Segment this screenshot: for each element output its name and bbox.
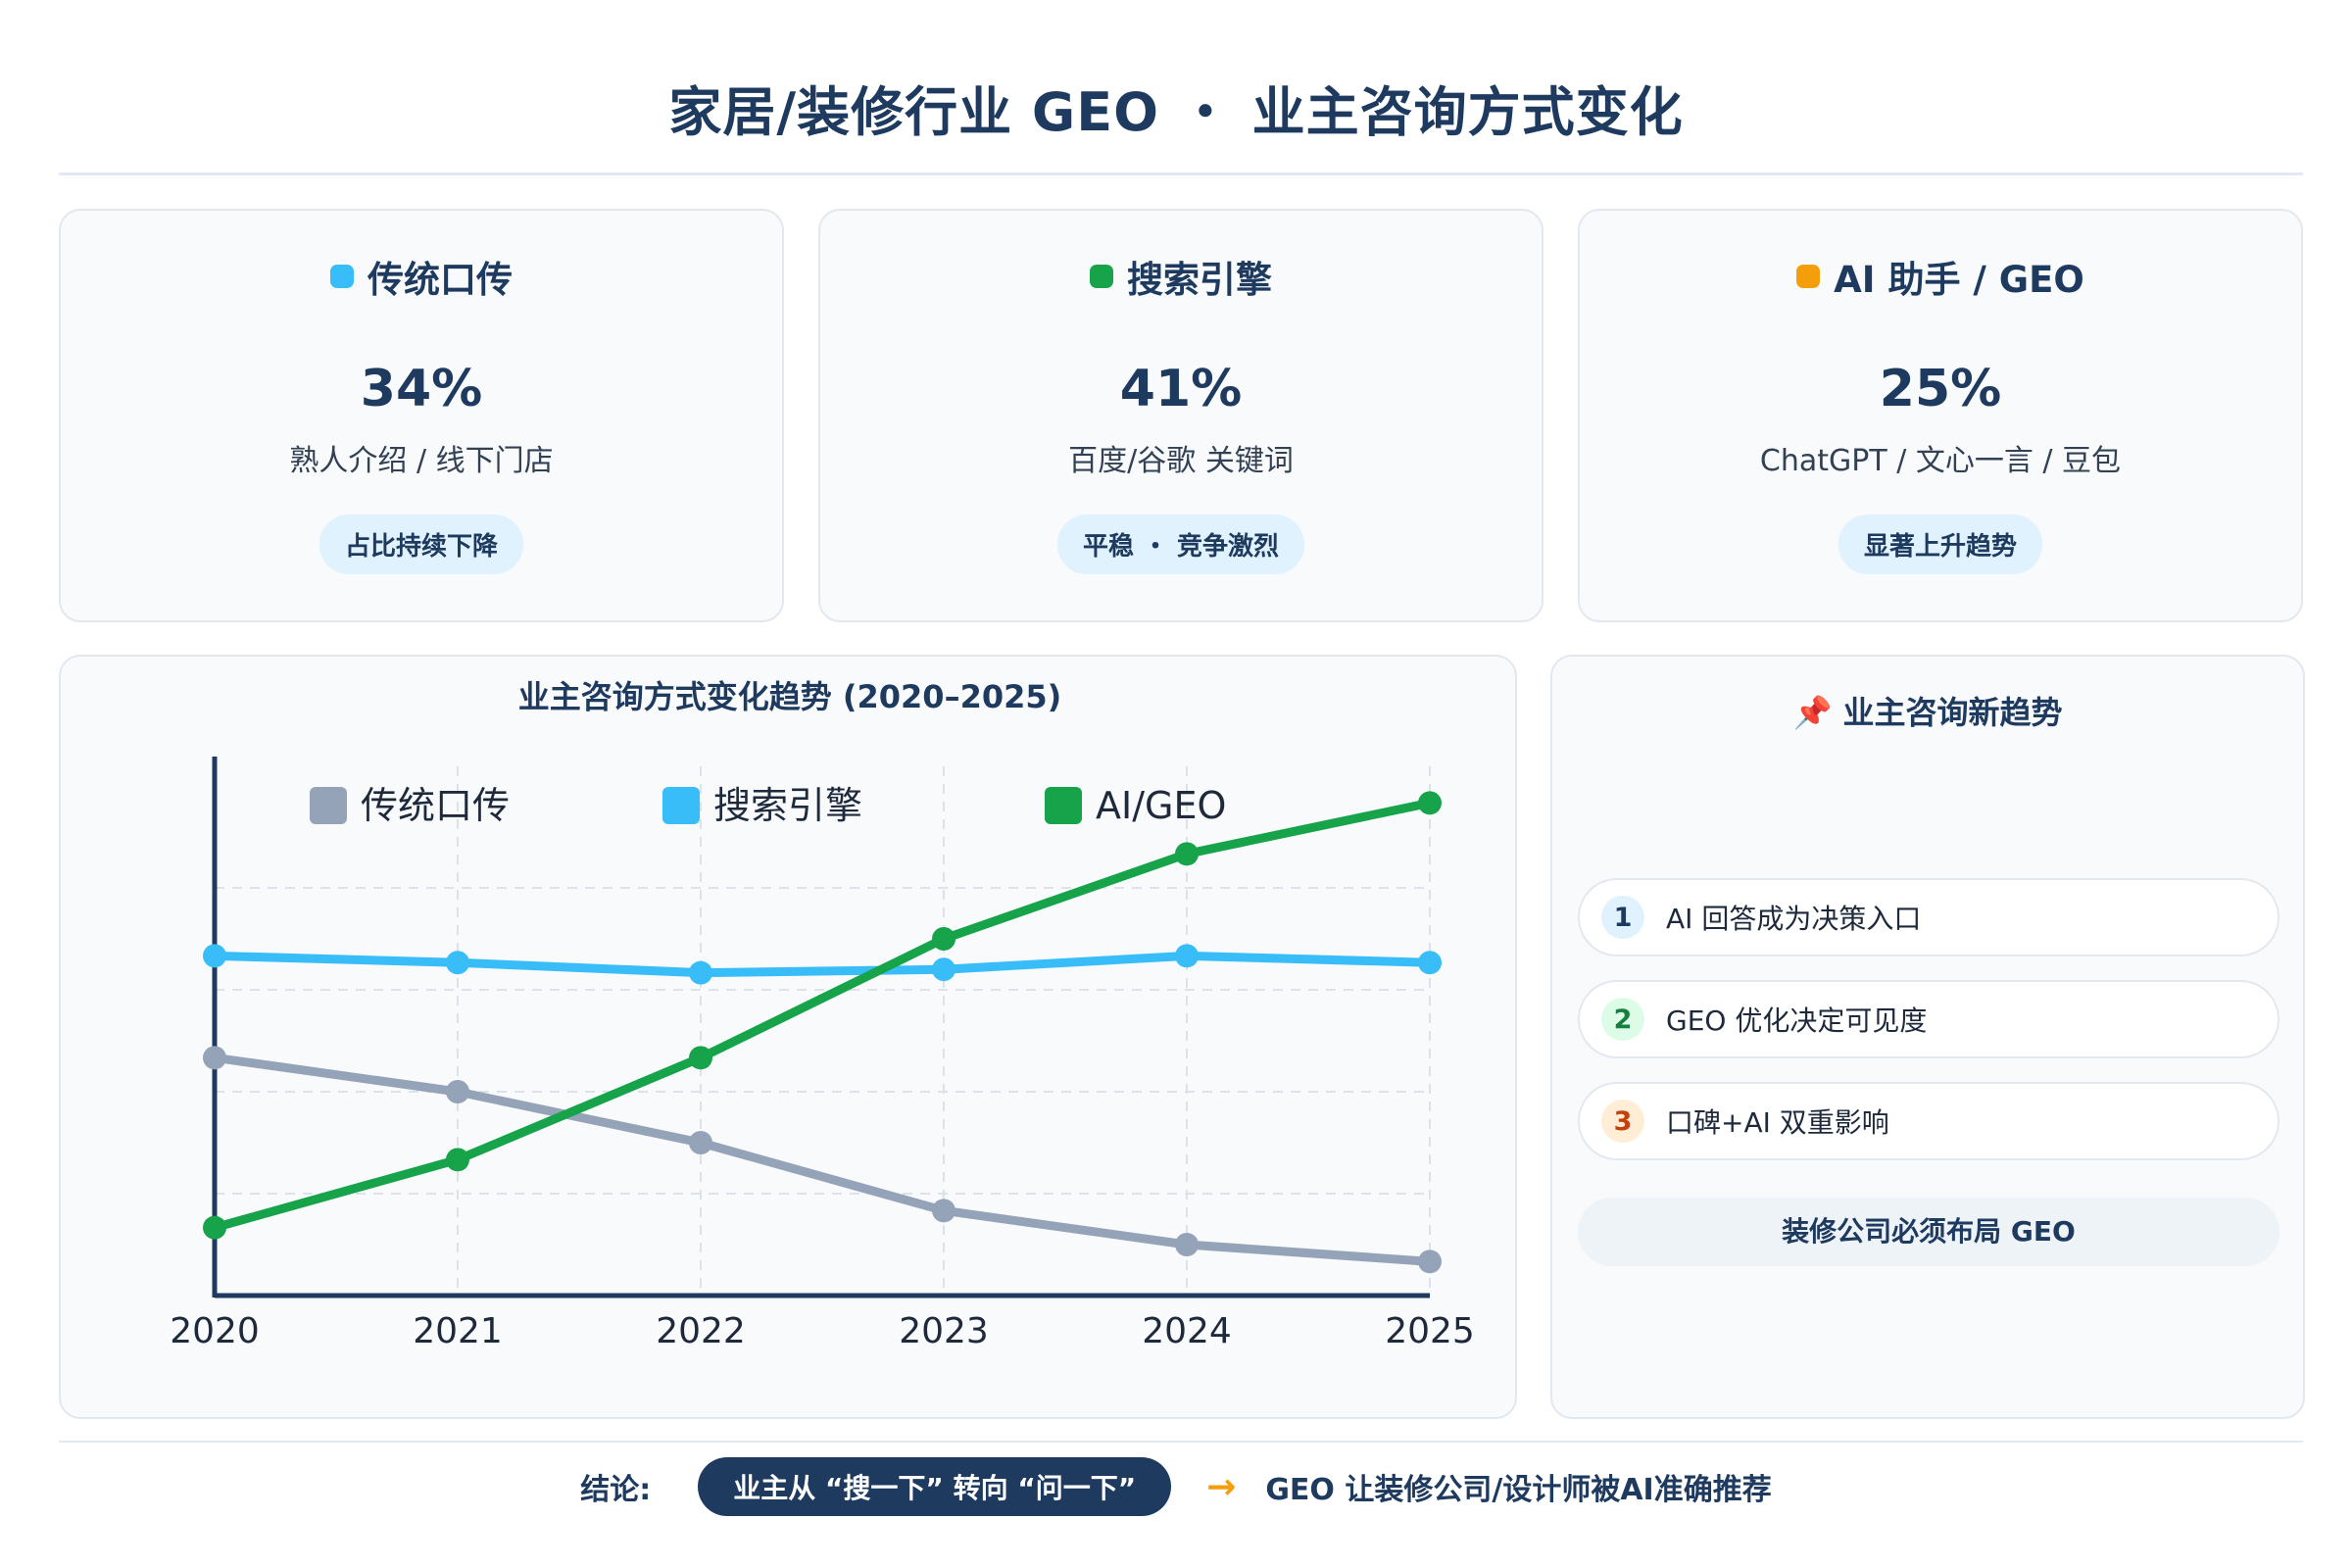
- footer-divider: [59, 1441, 2303, 1443]
- stat-card-badge: 显著上升趋势: [1838, 514, 2042, 574]
- chart-grid: [215, 766, 1431, 1296]
- data-point: [689, 960, 712, 985]
- orange-square-icon: [1796, 265, 1821, 288]
- conclusion-bar: 结论: 业主从 “搜一下” 转向 “问一下” → GEO 让装修公司/设计师被A…: [0, 1457, 2352, 1516]
- conclusion-highlight: 业主从 “搜一下” 转向 “问一下”: [698, 1457, 1172, 1516]
- data-point: [203, 1215, 226, 1240]
- data-point: [446, 1148, 469, 1172]
- legend-swatch: [310, 787, 347, 824]
- x-tick-label: 2020: [170, 1311, 260, 1351]
- list-item: 3 口碑+AI 双重影响: [1578, 1082, 2279, 1160]
- call-to-action-banner: 装修公司必须布局 GEO: [1578, 1198, 2279, 1266]
- data-point: [1418, 1250, 1442, 1274]
- x-tick-label: 2022: [656, 1311, 746, 1351]
- stat-card-label: AI 助手 / GEO: [1834, 259, 2084, 301]
- legend-swatch: [1045, 787, 1082, 824]
- title-divider: [59, 172, 2303, 175]
- trend-list-card: 📌 业主咨询新趋势 1 AI 回答成为决策入口 2 GEO 优化决定可见度 3 …: [1550, 655, 2305, 1419]
- series-line: [210, 1053, 1435, 1266]
- trend-number-badge: 3: [1601, 1100, 1644, 1143]
- data-point: [932, 957, 956, 982]
- chart-axes: 2020 2021 2022 2023 2024 2025: [170, 757, 1475, 1351]
- x-tick-label: 2025: [1385, 1311, 1475, 1351]
- stat-card-header: AI 助手 / GEO: [1580, 250, 2301, 303]
- blue-square-icon: [330, 265, 354, 288]
- trend-list-title: 📌 业主咨询新趋势: [1792, 694, 2063, 731]
- legend-label: AI/GEO: [1096, 784, 1226, 827]
- stat-card-header: 搜索引擎: [820, 250, 1542, 303]
- stat-card-label: 搜索引擎: [1127, 259, 1272, 301]
- data-point: [1418, 791, 1442, 815]
- stat-card-description: ChatGPT / 文心一言 / 豆包: [1759, 444, 2122, 478]
- stat-card-badge: 占比持续下降: [318, 514, 523, 574]
- trend-text: 口碑+AI 双重影响: [1666, 1106, 1889, 1139]
- x-tick-label: 2023: [899, 1311, 989, 1351]
- page-title: 家居/装修行业 GEO ・ 业主咨询方式变化: [668, 81, 1684, 143]
- conclusion-text: GEO 让装修公司/设计师被AI准确推荐: [1265, 1473, 1772, 1507]
- line-chart: 业主咨询方式变化趋势 (2020–2025) 2020 2021 2022 2023 2…: [170, 678, 1475, 1351]
- data-point: [203, 1046, 226, 1070]
- stat-card-description: 百度/谷歌 关键词: [1068, 444, 1294, 478]
- legend-label: 搜索引擎: [713, 784, 862, 827]
- x-tick-label: 2024: [1142, 1311, 1232, 1351]
- data-point: [1175, 842, 1199, 866]
- arrow-right-icon: →: [1206, 1466, 1237, 1507]
- green-square-icon: [1090, 265, 1113, 288]
- data-point: [1175, 1233, 1199, 1256]
- data-point: [203, 944, 226, 968]
- trend-text: AI 回答成为决策入口: [1666, 903, 1922, 935]
- x-tick-label: 2021: [413, 1311, 503, 1351]
- stat-card-label: 传统口传: [368, 259, 513, 301]
- chart-legend: 传统口传 搜索引擎 AI/GEO: [310, 784, 1226, 827]
- stat-card-badge: 平稳 ・ 竞争激烈: [1056, 514, 1305, 574]
- trend-number-badge: 2: [1601, 998, 1644, 1041]
- stat-card-description: 熟人介绍 / 线下门店: [289, 444, 554, 478]
- data-point: [1175, 944, 1199, 968]
- stat-card-ai: AI 助手 / GEO 25% ChatGPT / 文心一言 / 豆包 显著上升…: [1578, 209, 2303, 622]
- stat-card-header: 传统口传: [61, 250, 782, 303]
- data-point: [932, 1199, 956, 1223]
- legend-label: 传统口传: [361, 784, 510, 827]
- trend-number-badge: 1: [1601, 896, 1644, 939]
- list-item: 1 AI 回答成为决策入口: [1578, 878, 2279, 956]
- conclusion-label: 结论:: [580, 1473, 652, 1507]
- data-point: [446, 1080, 469, 1103]
- data-point: [932, 927, 956, 951]
- series-line: [210, 951, 1435, 978]
- chart-title: 业主咨询方式变化趋势 (2020–2025): [518, 678, 1062, 715]
- stat-card-percent: 25%: [1879, 360, 2002, 418]
- data-point: [446, 951, 469, 975]
- data-point: [689, 1131, 712, 1154]
- stat-card-search: 搜索引擎 41% 百度/谷歌 关键词 平稳 ・ 竞争激烈: [818, 209, 1544, 622]
- data-point: [689, 1046, 712, 1070]
- trend-chart-card: 业主咨询方式变化趋势 (2020–2025) 2020 2021 2022 2023 2…: [59, 655, 1517, 1419]
- legend-swatch: [662, 787, 700, 824]
- data-point: [1418, 951, 1442, 975]
- series-line: [210, 798, 1435, 1233]
- chart-series: [203, 791, 1442, 1274]
- stat-card-percent: 34%: [360, 360, 483, 418]
- list-item: 2 GEO 优化决定可见度: [1578, 980, 2279, 1058]
- stat-card-traditional: 传统口传 34% 熟人介绍 / 线下门店 占比持续下降: [59, 209, 784, 622]
- trend-text: GEO 优化决定可见度: [1666, 1004, 1928, 1037]
- stat-card-percent: 41%: [1119, 360, 1243, 418]
